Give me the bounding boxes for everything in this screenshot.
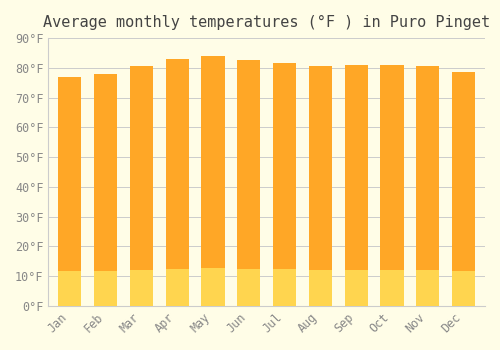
Bar bbox=[273, 63, 296, 306]
Bar bbox=[344, 270, 368, 306]
Bar bbox=[380, 65, 404, 306]
Bar bbox=[58, 77, 82, 306]
Bar bbox=[237, 61, 260, 306]
Bar bbox=[416, 270, 440, 306]
Bar bbox=[58, 272, 82, 306]
Bar bbox=[130, 270, 153, 306]
Bar bbox=[273, 270, 296, 306]
Bar bbox=[202, 56, 224, 306]
Bar bbox=[344, 65, 368, 306]
Bar bbox=[166, 269, 189, 306]
Bar bbox=[202, 268, 224, 306]
Bar bbox=[94, 74, 118, 306]
Bar bbox=[452, 72, 475, 306]
Bar bbox=[452, 271, 475, 306]
Bar bbox=[130, 66, 153, 306]
Bar bbox=[237, 269, 260, 306]
Bar bbox=[416, 66, 440, 306]
Bar bbox=[166, 59, 189, 306]
Bar bbox=[380, 270, 404, 306]
Bar bbox=[308, 270, 332, 306]
Title: Average monthly temperatures (°F ) in Puro Pinget: Average monthly temperatures (°F ) in Pu… bbox=[43, 15, 490, 30]
Bar bbox=[308, 66, 332, 306]
Bar bbox=[94, 271, 118, 306]
